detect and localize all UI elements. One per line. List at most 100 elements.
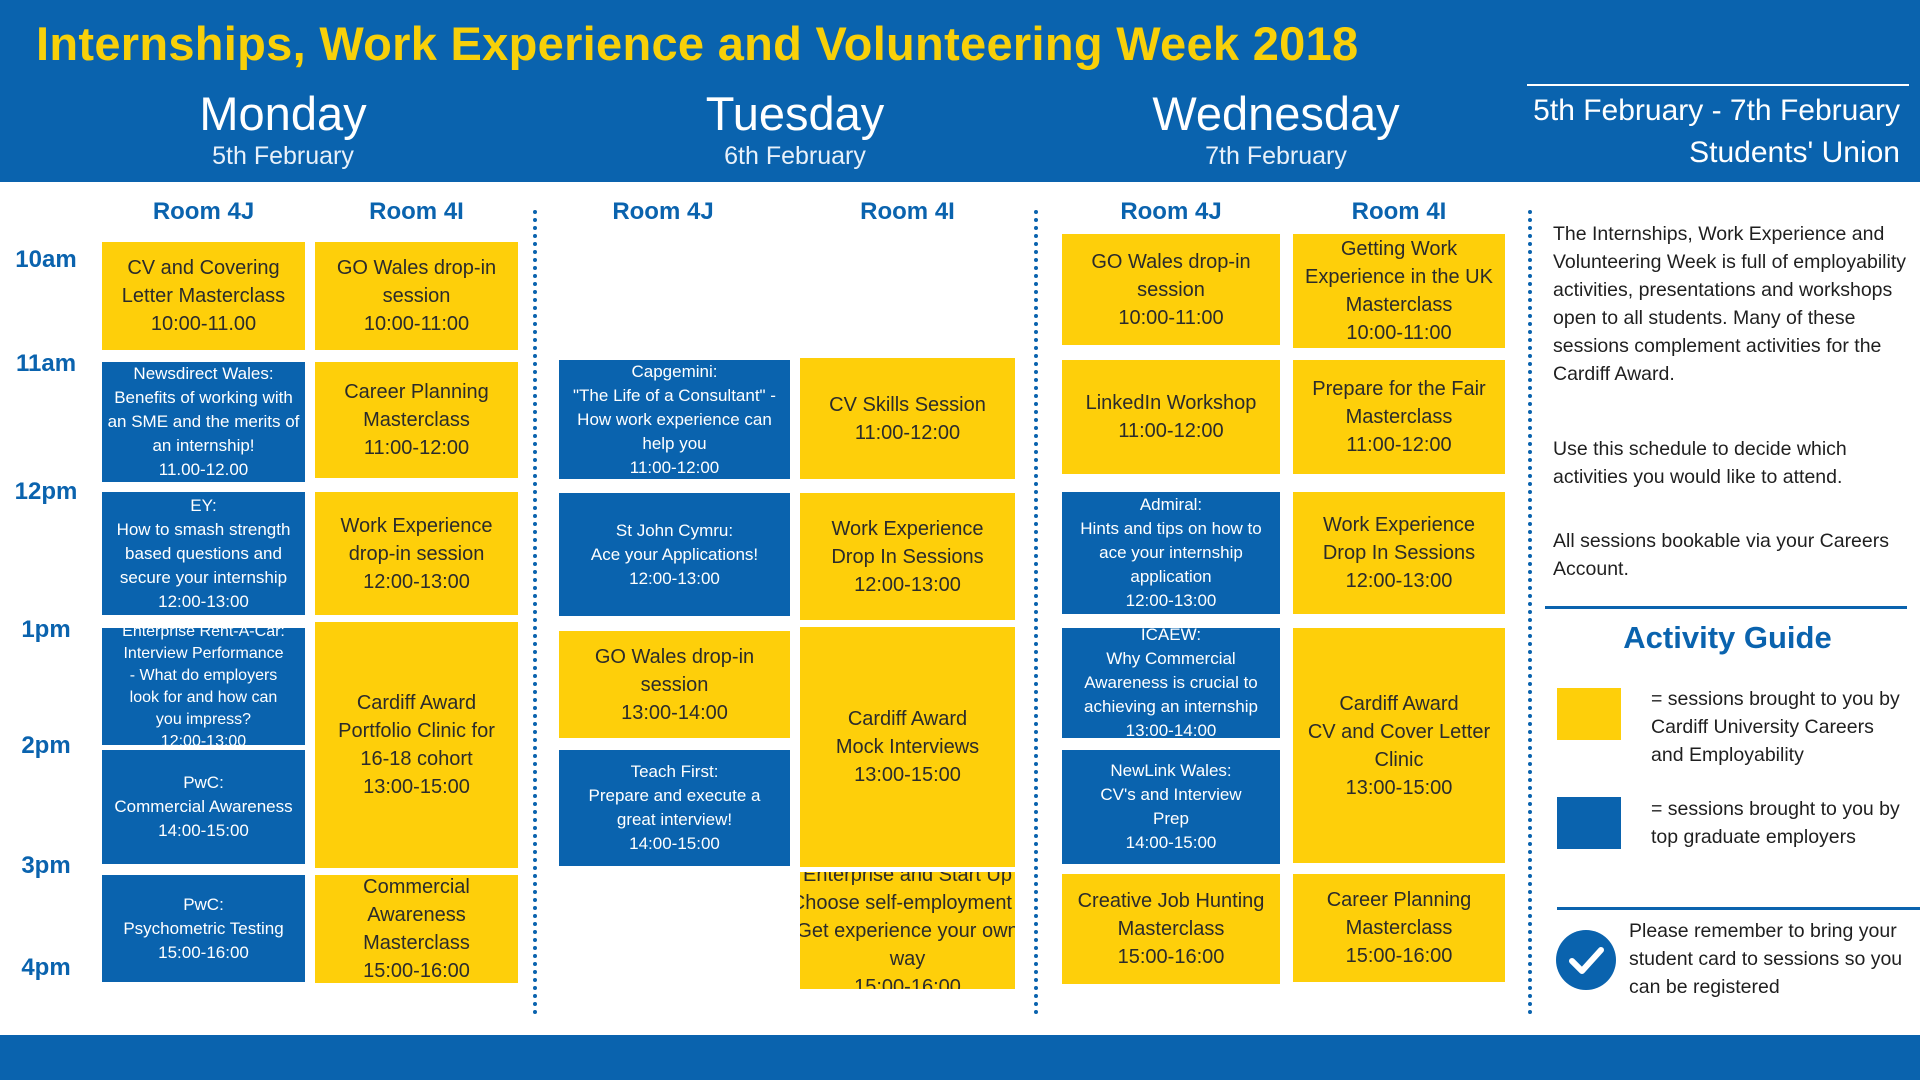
reminder-divider: [1557, 907, 1920, 910]
session-box-wed-4i-3: Work Experience Drop In Sessions 12:00-13:…: [1293, 492, 1505, 614]
session-text-line: an internship!: [152, 436, 255, 455]
booking-text: All sessions bookable via your Careers A…: [1553, 530, 1889, 580]
session-text-line: Cardiff Award: [847, 708, 968, 730]
session-text-line: session: [1137, 278, 1205, 301]
session-text-line: 13:00-14:00: [621, 701, 728, 724]
time-label: 10am: [15, 246, 77, 273]
session-text-line: an SME and the merits of: [107, 412, 300, 431]
session-text-line: NewLink Wales:: [1110, 761, 1232, 780]
header-divider: [1527, 84, 1909, 86]
session-text-line: PwC:: [183, 773, 224, 792]
session-text-line: 15:00-16:00: [854, 975, 961, 990]
session-text-line: Commercial: [363, 876, 470, 898]
session-text-line: CV and Cover Letter: [1307, 720, 1491, 743]
session-text-line: 12:00-13:00: [160, 732, 247, 746]
legend-yellow-text: = sessions brought to you by Cardiff Uni…: [1651, 688, 1900, 766]
time-label: 2pm: [21, 732, 71, 759]
session-text-line: Masterclass: [1345, 294, 1453, 316]
event-location: Students' Union: [1689, 136, 1900, 169]
session-text-line: 11:00-12:00: [629, 457, 720, 477]
session-box-wed-4j-5: NewLink Wales: CV's and Interview Prep 14:0…: [1062, 750, 1280, 864]
intro-text: The Internships, Work Experience and Vol…: [1553, 223, 1906, 385]
session-box-tue-4i-2: Work Experience Drop In Sessions 12:00-13:…: [800, 493, 1015, 620]
session-text-line: ace your internship: [1099, 543, 1243, 562]
day-divider: [533, 210, 537, 1015]
session-text-line: Masterclass: [1345, 917, 1453, 939]
session-text-line: Ace your Applications!: [590, 544, 759, 564]
time-label: 4pm: [21, 954, 71, 981]
session-text-line: 11:00-12:00: [1118, 420, 1224, 442]
session-text-line: Experience in the UK: [1305, 266, 1493, 288]
session-box-tue-4j-4: Teach First: Prepare and execute a great i…: [559, 750, 790, 866]
session-box-mon-4i-4: Cardiff Award Portfolio Clinic for 16-18 c…: [315, 622, 518, 868]
usage-text: Use this schedule to decide which activi…: [1553, 438, 1847, 488]
legend-swatch-blue: [1557, 797, 1621, 849]
session-text-line: 13:00-14:00: [1125, 721, 1217, 738]
day-name: Tuesday: [705, 87, 885, 140]
session-text-line: 12:00-13:00: [158, 591, 249, 611]
session-text-line: Portfolio Clinic for: [338, 720, 495, 742]
session-text-line: 10:00-11:00: [1118, 306, 1224, 329]
session-text-line: Admiral:: [1139, 495, 1203, 514]
session-text-line: 15:00-16:00: [363, 960, 470, 982]
session-text-line: Creative Job Hunting: [1077, 890, 1265, 912]
session-box-wed-4j-3: Admiral: Hints and tips on how to ace your…: [1062, 492, 1280, 614]
session-box-tue-4j-2: St John Cymru: Ace your Applications! 12:0…: [559, 493, 790, 616]
session-text-line: Why Commercial: [1106, 649, 1236, 668]
session-text-line: 12:00-13:00: [1125, 591, 1217, 610]
session-box-mon-4i-1: GO Wales drop-in session 10:00-11:00: [315, 242, 518, 350]
session-box-wed-4j-1: GO Wales drop-in session 10:00-11:00: [1062, 234, 1280, 345]
session-text-line: Drop In Sessions: [1322, 542, 1476, 564]
session-text-line: you impress?: [155, 710, 252, 728]
session-text-line: CV Skills Session: [829, 393, 986, 416]
session-text-line: How work experience can: [577, 409, 772, 429]
session-box-wed-4i-5: Career Planning Masterclass 15:00-16:00: [1293, 874, 1505, 982]
session-box-mon-4j-1: CV and Covering Letter Masterclass 10:00-1…: [102, 242, 305, 350]
session-text-line: CV and Covering: [127, 257, 280, 279]
day-date: 5th February: [212, 142, 354, 170]
room-header-mon-4i: Room 4I: [369, 198, 464, 225]
session-text-line: help you: [642, 433, 707, 453]
session-box-wed-4i-2: Prepare for the Fair Masterclass 11:00-12:…: [1293, 360, 1505, 474]
session-text-line: Benefits of working with: [114, 388, 293, 407]
time-label: 12pm: [14, 478, 78, 505]
day-name: Monday: [199, 87, 367, 140]
session-text-line: GO Wales drop-in: [1091, 250, 1251, 273]
session-box-tue-4j-1: Capgemini: "The Life of a Consultant" - Ho…: [559, 360, 790, 479]
session-text-line: 11:00-12:00: [1346, 434, 1452, 456]
session-text-line: 14:00-15:00: [158, 821, 249, 840]
time-label: 11am: [15, 350, 77, 377]
session-text-line: Drop In Sessions: [831, 545, 984, 568]
session-text-line: Prepare and execute a: [588, 786, 761, 805]
session-text-line: Masterclass: [1345, 406, 1453, 428]
legend-blue-text: = sessions brought to you by top graduat…: [1651, 798, 1900, 848]
session-text-line: Cardiff Award: [1339, 692, 1459, 715]
session-text-line: Cardiff Award: [356, 692, 477, 714]
session-box-tue-4j-3: GO Wales drop-in session 13:00-14:00: [559, 631, 790, 738]
session-box-mon-4j-6: PwC: Psychometric Testing 15:00-16:00: [102, 875, 305, 982]
session-text-line: Choose self-employment -: [800, 891, 1015, 914]
session-text-line: drop-in session: [348, 542, 485, 565]
session-text-line: LinkedIn Workshop: [1085, 392, 1257, 414]
session-box-mon-4j-3: EY: How to smash strength based questions …: [102, 492, 305, 615]
time-label: 1pm: [21, 616, 71, 643]
room-header-mon-4j: Room 4J: [152, 198, 255, 225]
session-text-line: EY:: [190, 495, 217, 515]
session-box-wed-4i-4: Cardiff Award CV and Cover Letter Clinic 13…: [1293, 628, 1505, 863]
session-text-line: based questions and: [125, 543, 282, 563]
session-text-line: Teach First:: [630, 762, 719, 781]
day-header-wednesday: Wednesday 7th February: [1126, 87, 1426, 171]
session-text-line: 11.00-12.00: [158, 460, 249, 479]
day-header-monday: Monday 5th February: [143, 87, 423, 171]
room-header-wed-4j: Room 4J: [1120, 198, 1222, 225]
reminder-text: Please remember to bring your student ca…: [1629, 920, 1903, 998]
session-text-line: Masterclass: [1117, 918, 1225, 940]
session-text-line: 14:00-15:00: [1125, 833, 1217, 852]
session-text-line: achieving an internship: [1084, 697, 1258, 716]
session-box-mon-4j-2: Newsdirect Wales: Benefits of working wit…: [102, 362, 305, 482]
day-date: 6th February: [724, 142, 866, 170]
session-box-mon-4i-3: Work Experience drop-in session 12:00-13:0…: [315, 492, 518, 615]
session-text-line: ICAEW:: [1140, 628, 1202, 644]
session-box-wed-4j-6: Creative Job Hunting Masterclass 15:00-16:…: [1062, 874, 1280, 984]
session-box-mon-4j-5: PwC: Commercial Awareness 14:00-15:00: [102, 750, 305, 864]
